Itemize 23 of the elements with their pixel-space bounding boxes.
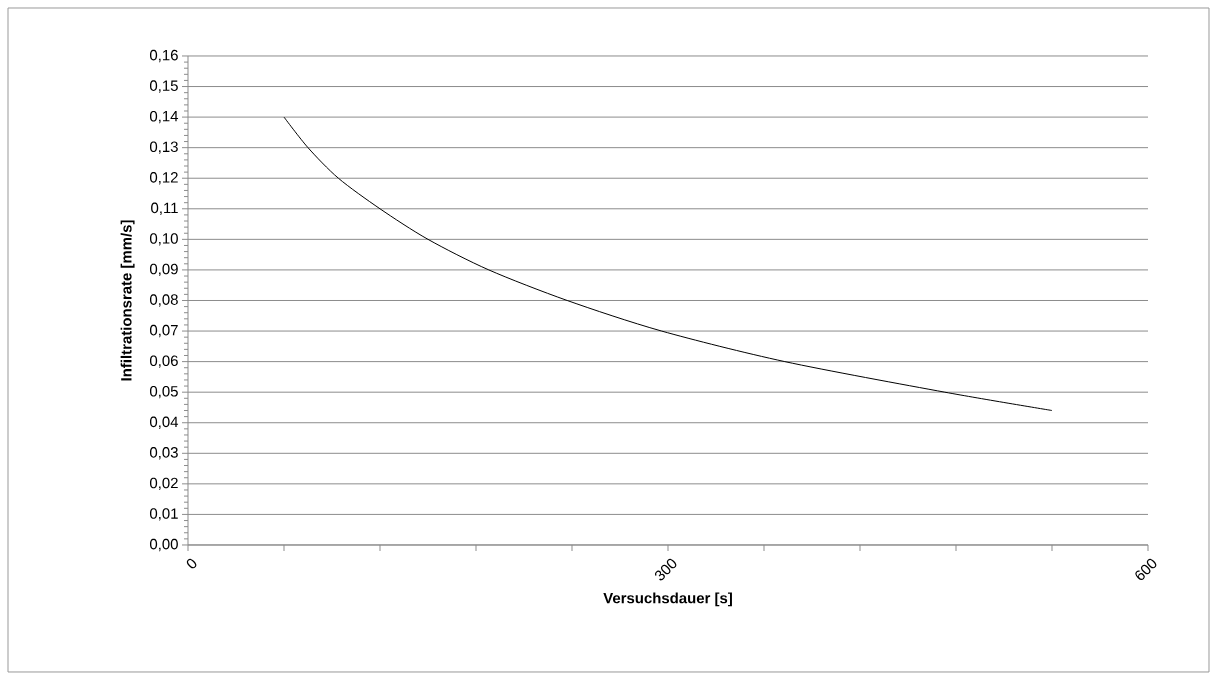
y-tick-label: 0,16	[149, 49, 178, 63]
y-tick-label: 0,08	[149, 294, 178, 307]
y-tick-label: 0,07	[149, 324, 178, 338]
y-tick-label: 0,10	[149, 233, 178, 246]
x-tick-label: 600	[1135, 558, 1157, 580]
y-tick-label: 0,00	[149, 538, 178, 552]
line-series	[283, 116, 1053, 412]
y-axis-title: Infiltrationsrate [mm/s]	[120, 220, 135, 381]
y-tick-label: 0,06	[149, 355, 178, 368]
y-tick-label: 0,14	[149, 110, 179, 124]
x-tick-label: 0	[186, 558, 197, 569]
y-tick-label: 0,01	[149, 508, 178, 521]
y-tick-label: 0,03	[149, 447, 178, 460]
y-tick-label: 0,12	[149, 172, 178, 185]
y-tick-label: 0,15	[149, 80, 178, 93]
y-tick-label: 0,11	[151, 202, 178, 215]
x-tick-label: 300	[654, 558, 677, 581]
y-tick-label: 0,09	[149, 263, 178, 277]
y-tick-label: 0,05	[149, 386, 178, 399]
y-tick-label: 0,02	[149, 477, 178, 491]
y-tick-label: 0,13	[149, 141, 178, 154]
x-axis-title: Versuchsdauer [s]	[603, 592, 732, 607]
y-tick-label: 0,04	[149, 416, 179, 429]
